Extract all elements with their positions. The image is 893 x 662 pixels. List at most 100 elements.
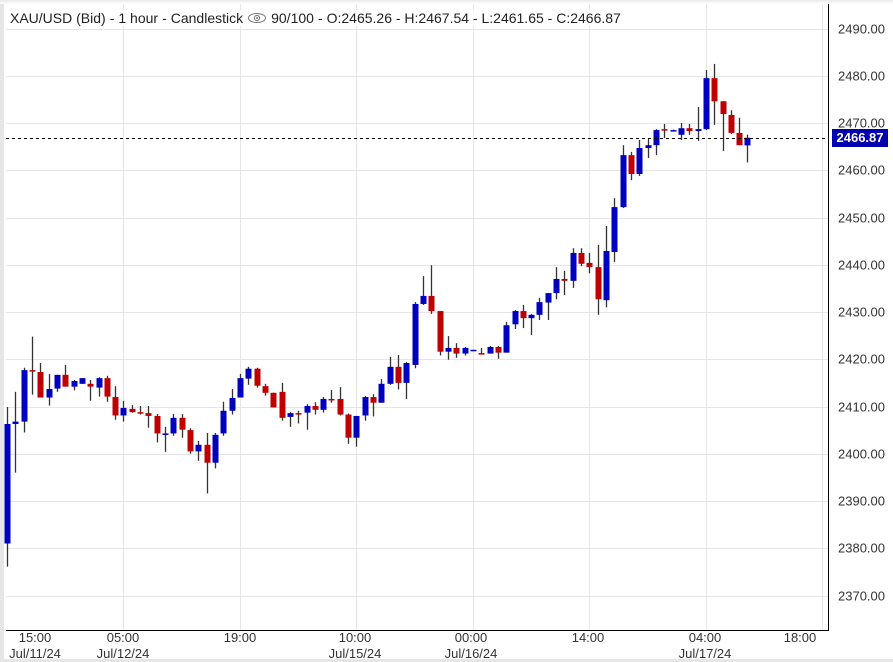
- candle[interactable]: [636, 140, 643, 176]
- candle[interactable]: [312, 402, 319, 415]
- candle[interactable]: [462, 346, 469, 356]
- candle[interactable]: [437, 311, 444, 356]
- candle[interactable]: [528, 313, 535, 336]
- candle[interactable]: [711, 63, 718, 125]
- candle[interactable]: [686, 123, 693, 135]
- candle[interactable]: [129, 405, 136, 413]
- candle[interactable]: [245, 366, 252, 385]
- candle[interactable]: [695, 106, 702, 141]
- price-axis[interactable]: 2490.00 2480.00 2470.00 2460.00 2450.00 2440.…: [829, 0, 893, 630]
- candle[interactable]: [728, 110, 735, 134]
- candle[interactable]: [12, 391, 19, 473]
- candle[interactable]: [229, 389, 236, 415]
- candle[interactable]: [536, 297, 543, 321]
- candle[interactable]: [179, 414, 186, 438]
- candle[interactable]: [304, 404, 311, 430]
- candle[interactable]: [653, 129, 660, 156]
- x-tick-label: 05:00 Jul/12/24: [97, 630, 150, 662]
- candle[interactable]: [720, 101, 727, 151]
- candle[interactable]: [112, 386, 119, 420]
- candle[interactable]: [62, 364, 69, 387]
- candle[interactable]: [603, 226, 610, 308]
- candle[interactable]: [328, 389, 335, 403]
- candle[interactable]: [487, 346, 494, 354]
- candle[interactable]: [345, 413, 352, 444]
- candle[interactable]: [287, 412, 294, 427]
- candle[interactable]: [420, 276, 427, 305]
- candle[interactable]: [545, 293, 552, 321]
- candle[interactable]: [87, 380, 94, 401]
- candle[interactable]: [645, 139, 652, 158]
- candle-body: [470, 349, 477, 352]
- candle[interactable]: [204, 432, 211, 494]
- candle-body: [179, 417, 186, 430]
- candle[interactable]: [262, 383, 269, 396]
- candle[interactable]: [295, 410, 302, 424]
- candle[interactable]: [29, 336, 36, 395]
- candle[interactable]: [270, 392, 277, 408]
- candle[interactable]: [220, 401, 227, 436]
- candle[interactable]: [520, 304, 527, 329]
- candle[interactable]: [320, 397, 327, 413]
- candle[interactable]: [378, 379, 385, 403]
- candle[interactable]: [195, 440, 202, 461]
- candle[interactable]: [387, 356, 394, 385]
- candle[interactable]: [628, 151, 635, 181]
- chart-style-label[interactable]: Candlestick: [170, 10, 244, 26]
- candle[interactable]: [370, 394, 377, 417]
- candle[interactable]: [353, 415, 360, 447]
- interval-label[interactable]: 1 hour: [118, 10, 159, 26]
- candle[interactable]: [362, 396, 369, 421]
- candle[interactable]: [120, 400, 127, 422]
- candle[interactable]: [744, 134, 751, 163]
- candle[interactable]: [187, 428, 194, 454]
- candle[interactable]: [162, 426, 169, 452]
- candle[interactable]: [54, 374, 61, 392]
- candle[interactable]: [412, 302, 419, 369]
- candle[interactable]: [736, 117, 743, 146]
- candle[interactable]: [145, 406, 152, 428]
- candle[interactable]: [478, 347, 485, 355]
- candle[interactable]: [470, 349, 477, 352]
- candle[interactable]: [154, 414, 161, 443]
- candle-body: [378, 383, 385, 403]
- candle[interactable]: [96, 377, 103, 397]
- candle[interactable]: [453, 343, 460, 358]
- candle[interactable]: [395, 354, 402, 390]
- candle[interactable]: [611, 198, 618, 262]
- candle[interactable]: [661, 123, 668, 139]
- candle[interactable]: [170, 414, 177, 436]
- candle[interactable]: [254, 367, 261, 388]
- candle[interactable]: [71, 380, 78, 391]
- candle[interactable]: [79, 378, 86, 384]
- candle[interactable]: [104, 375, 111, 402]
- candle[interactable]: [512, 310, 519, 330]
- candle[interactable]: [37, 363, 44, 398]
- eye-icon[interactable]: [247, 11, 267, 25]
- candle[interactable]: [553, 267, 560, 300]
- candle[interactable]: [703, 70, 710, 131]
- candle[interactable]: [586, 252, 593, 274]
- candle[interactable]: [21, 367, 28, 433]
- candle[interactable]: [503, 321, 510, 353]
- candle[interactable]: [495, 346, 502, 359]
- candle[interactable]: [212, 432, 219, 469]
- candle[interactable]: [570, 248, 577, 288]
- candle[interactable]: [670, 129, 677, 132]
- candle[interactable]: [279, 382, 286, 421]
- candle[interactable]: [403, 362, 410, 399]
- candle[interactable]: [445, 336, 452, 360]
- candle[interactable]: [561, 270, 568, 295]
- candle[interactable]: [237, 373, 244, 398]
- candle[interactable]: [678, 123, 685, 141]
- candle[interactable]: [595, 244, 602, 315]
- candle[interactable]: [337, 387, 344, 416]
- candle[interactable]: [578, 248, 585, 267]
- candle[interactable]: [137, 406, 144, 415]
- candle[interactable]: [428, 265, 435, 314]
- candle[interactable]: [4, 406, 11, 567]
- candle[interactable]: [620, 145, 627, 209]
- candle[interactable]: [46, 373, 53, 406]
